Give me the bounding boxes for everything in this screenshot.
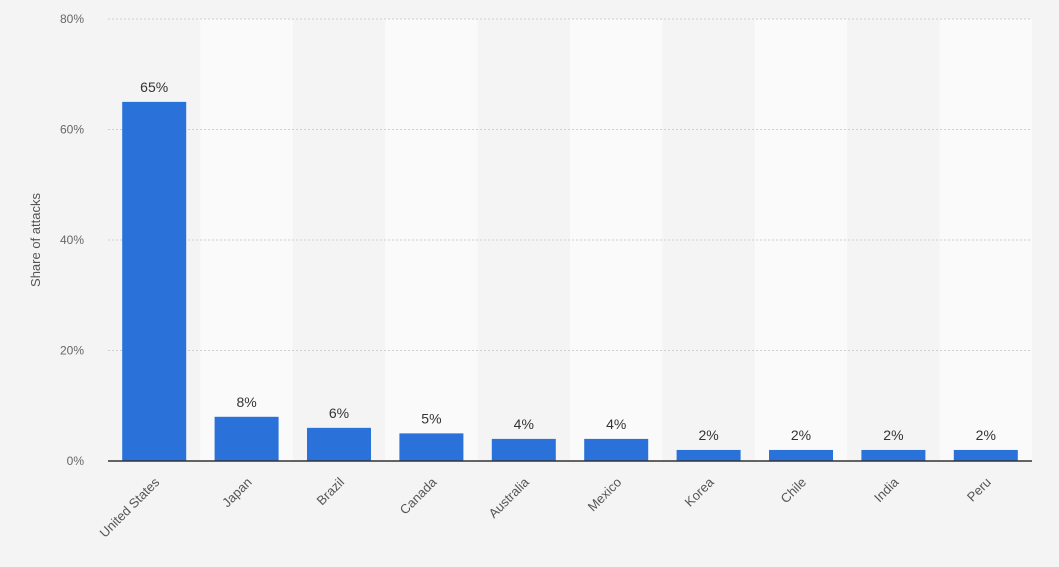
x-tick-label: United States	[97, 474, 163, 540]
x-tick-label: Australia	[486, 474, 533, 521]
value-label: 65%	[140, 79, 168, 95]
value-label: 2%	[883, 427, 903, 443]
bar	[769, 449, 833, 461]
value-label: 5%	[421, 410, 441, 426]
x-tick-label: Chile	[778, 475, 810, 507]
y-axis-label: Share of attacks	[28, 193, 43, 287]
bar	[122, 101, 187, 461]
bar	[491, 438, 556, 461]
value-label: 6%	[329, 405, 349, 421]
x-tick-label: India	[871, 474, 902, 505]
y-tick-label: 20%	[60, 344, 84, 358]
value-label: 4%	[606, 416, 626, 432]
y-tick-label: 80%	[60, 12, 84, 26]
x-tick-label: Korea	[682, 474, 718, 510]
y-tick-label: 60%	[60, 123, 84, 137]
y-tick-label: 0%	[67, 454, 85, 468]
value-label: 4%	[514, 416, 534, 432]
bar	[861, 449, 926, 461]
bar	[953, 449, 1018, 461]
value-label: 2%	[976, 427, 996, 443]
value-label: 2%	[791, 427, 811, 443]
x-tick-label: Peru	[964, 475, 994, 505]
bar	[399, 433, 464, 461]
x-tick-label: Canada	[397, 474, 440, 517]
x-tick-label: Japan	[219, 475, 255, 511]
bar	[214, 416, 279, 461]
band-stripe	[385, 19, 478, 461]
x-tick-label: Brazil	[314, 474, 348, 508]
bar	[307, 427, 371, 461]
value-label: 8%	[236, 394, 256, 410]
y-tick-label: 40%	[60, 233, 84, 247]
bar	[676, 449, 741, 461]
bar	[584, 438, 649, 461]
x-tick-label: Mexico	[585, 475, 625, 515]
value-label: 2%	[698, 427, 718, 443]
